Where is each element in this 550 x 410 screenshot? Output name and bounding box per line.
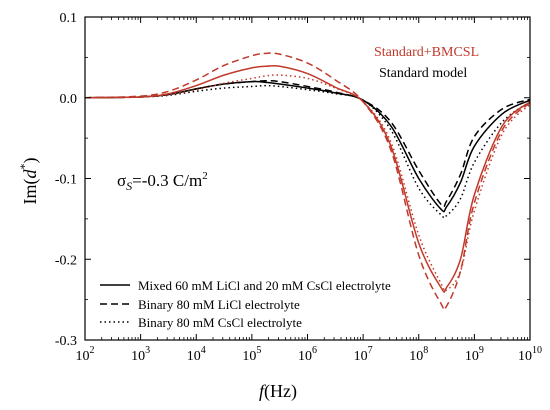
series-line-bmcsl-solid <box>84 64 531 293</box>
x-axis-label-var: f <box>259 381 267 401</box>
series-line-standard-dashed <box>84 80 531 208</box>
ticks-layer: 102 103 104 105 106 107 108 109 1010 0.1 0.0 -0.1 -0… <box>55 11 542 364</box>
sigma-annotation: σS=-0.3 C/m2 <box>117 170 208 193</box>
y-axis-label-sup: * <box>17 164 31 170</box>
y-axis-label-var: d <box>20 169 40 179</box>
x-tick-label: 102 <box>76 345 95 364</box>
legend-label-mixed: Mixed 60 mM LiCl and 20 mM CsCl electrol… <box>138 278 391 293</box>
sigma-subscript: S <box>126 179 132 193</box>
sigma-superscript: 2 <box>202 170 208 182</box>
x-tick-label: 104 <box>187 345 206 364</box>
series-line-bmcsl-dashed <box>84 52 531 311</box>
y-axis-label-base: Im( <box>20 179 41 205</box>
style-legend: Mixed 60 mM LiCl and 20 mM CsCl electrol… <box>100 278 391 330</box>
legend-label-cscl: Binary 80 mM CsCl electrolyte <box>138 315 302 330</box>
y-tick-label: -0.2 <box>55 253 77 268</box>
y-tick-label: 0.1 <box>60 11 78 26</box>
x-axis-label: f(Hz) <box>259 381 297 402</box>
y-tick-label: -0.3 <box>55 334 77 349</box>
y-tick-label: -0.1 <box>55 173 77 188</box>
x-axis-label-unit: (Hz) <box>264 381 297 402</box>
y-axis-label-close: ) <box>20 158 41 164</box>
series-line-standard-dotted <box>84 84 531 219</box>
y-tick-label: 0.0 <box>60 92 78 107</box>
x-tick-label: 105 <box>242 345 261 364</box>
x-tick-label: 109 <box>465 345 484 364</box>
x-tick-label: 107 <box>354 345 373 364</box>
sigma-value: =-0.3 C/m <box>132 171 202 190</box>
x-tick-label: 1010 <box>518 345 542 364</box>
legend-standard-bmcsl: Standard+BMCSL <box>374 45 479 60</box>
series-line-bmcsl-dotted <box>84 74 531 292</box>
x-tick-label: 103 <box>131 345 150 364</box>
series-line-standard-solid <box>84 80 531 213</box>
legend-standard-model: Standard model <box>379 66 467 81</box>
legend-label-licl: Binary 80 mM LiCl electrolyte <box>138 297 300 312</box>
series-layer <box>84 52 531 311</box>
y-axis-label: Im(d*) <box>17 158 41 205</box>
sigma-symbol: σ <box>117 171 126 190</box>
x-tick-label: 106 <box>298 345 317 364</box>
x-tick-label: 108 <box>409 345 428 364</box>
